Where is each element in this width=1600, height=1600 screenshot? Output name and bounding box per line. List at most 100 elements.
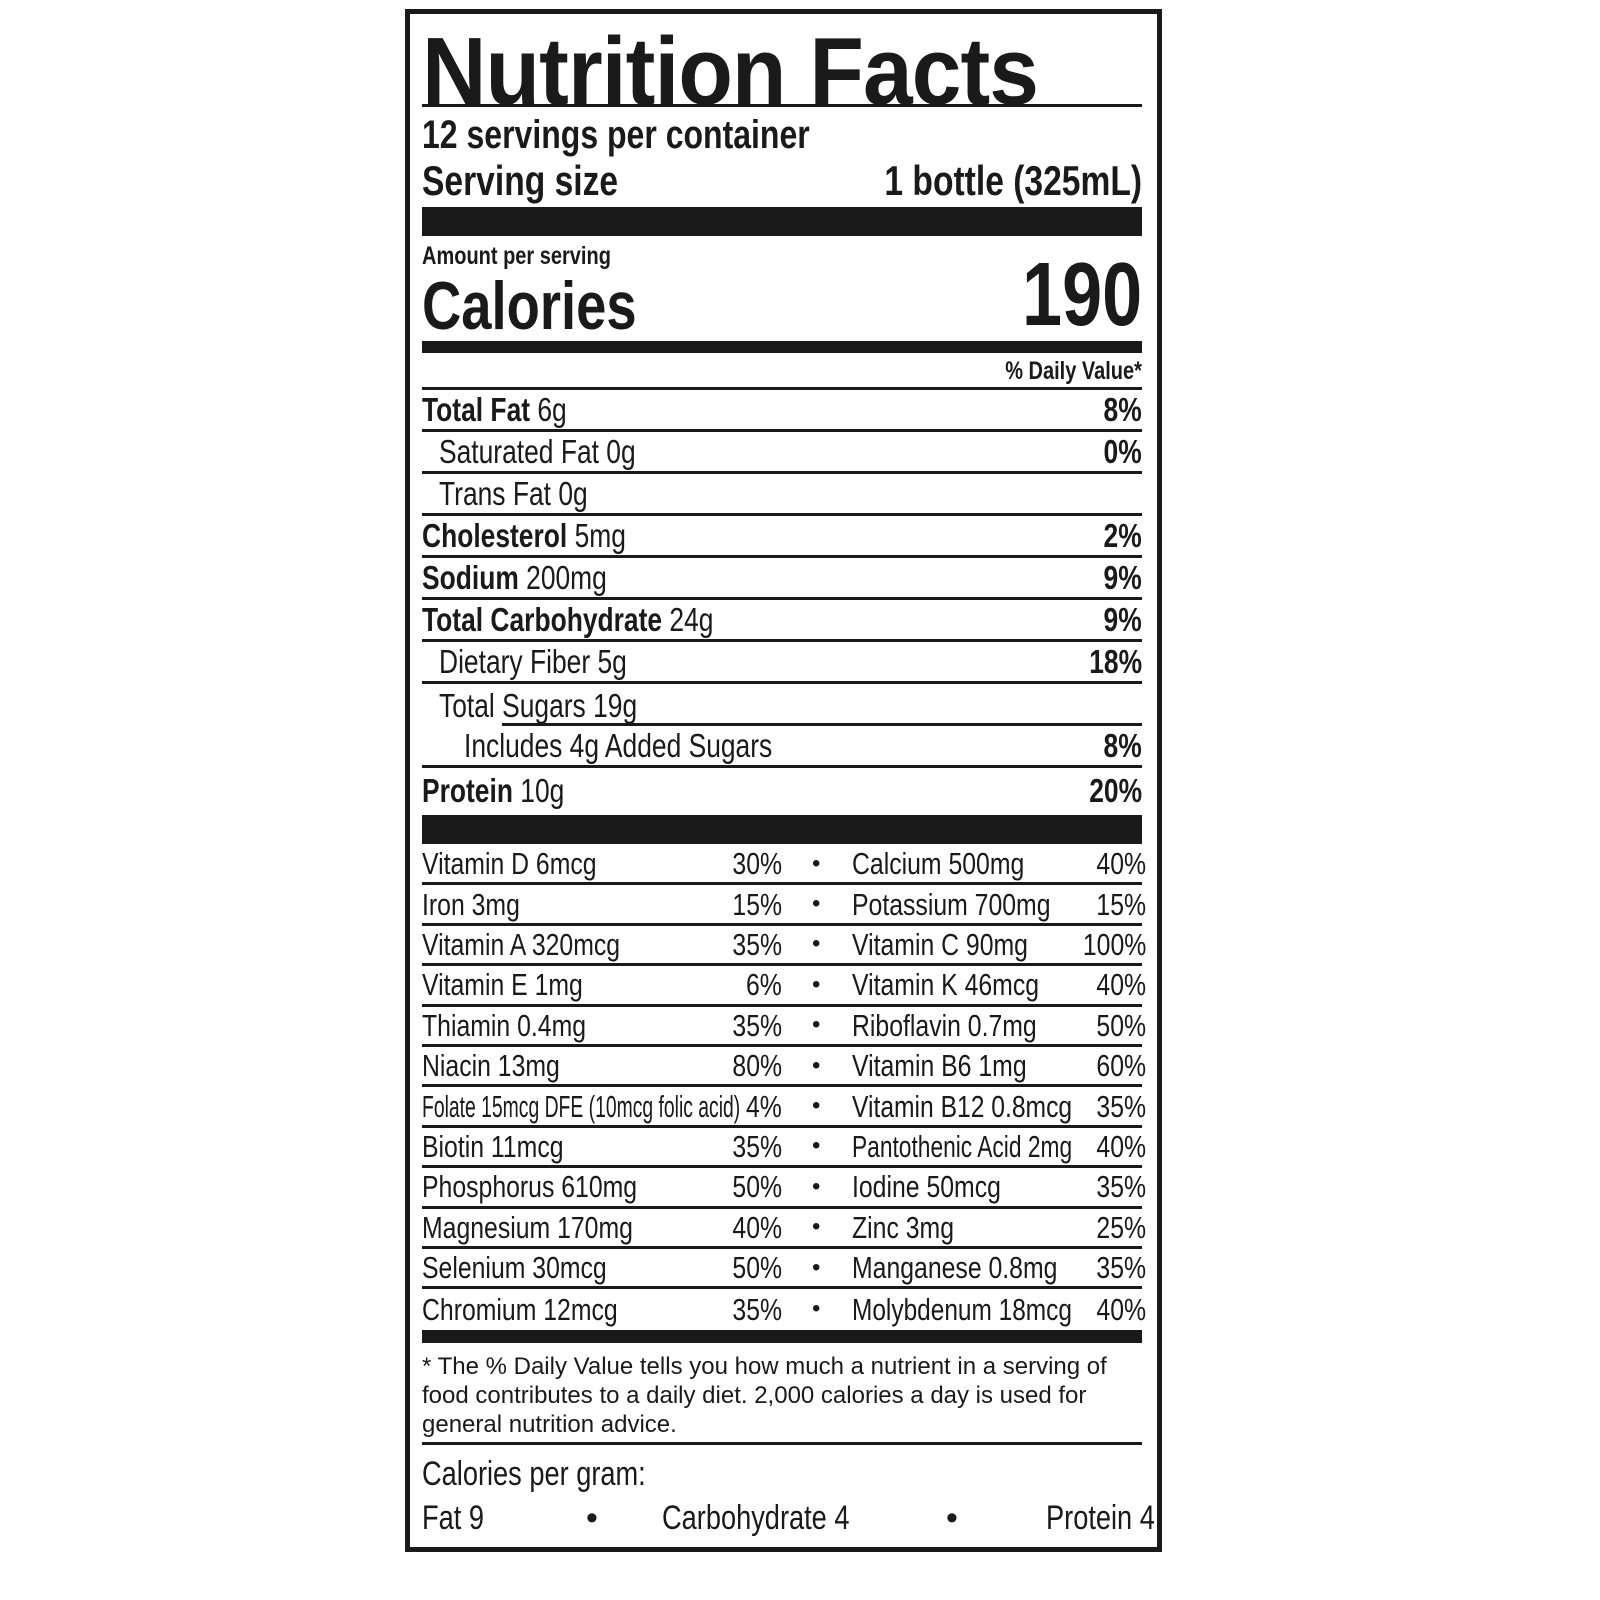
daily-value-header: % Daily Value* xyxy=(1005,356,1142,385)
vitamin-daily-value: 100% xyxy=(1082,926,1146,962)
nutrient-name: Trans Fat xyxy=(439,475,551,512)
vitamin-row: Vitamin D 6mcg 30% • Calcium 500mg 40% xyxy=(422,845,1146,886)
vitamin-name: Vitamin B6 1mg xyxy=(852,1048,1027,1084)
bullet: • xyxy=(812,849,821,877)
vitamin-name: Phosphorus 610mg xyxy=(422,1169,638,1205)
nutrient-daily-value: 9% xyxy=(1103,601,1142,638)
divider xyxy=(422,104,1142,107)
vitamin-mineral-list: Vitamin D 6mcg 30% • Calcium 500mg 40% Ir… xyxy=(422,845,1148,1330)
nutrient-row: Total Sugars 19g xyxy=(422,684,1142,726)
vitamin-name: Potassium 700mg xyxy=(852,886,1051,922)
bullet: • xyxy=(812,1253,821,1281)
bullet: • xyxy=(812,1051,821,1079)
nutrient-name: Dietary Fiber xyxy=(439,643,591,680)
nutrient-amount: 19g xyxy=(593,686,638,724)
nutrient-row: Sodium 200mg 9% xyxy=(422,558,1142,600)
bullet: • xyxy=(946,1499,958,1537)
bullet: • xyxy=(812,1172,821,1200)
vitamin-row: Magnesium 170mg 40% • Zinc 3mg 25% xyxy=(422,1209,1146,1249)
nutrient-name: Total Fat xyxy=(422,391,531,428)
vitamin-row: Selenium 30mcg 50% • Manganese 0.8mg 35% xyxy=(422,1249,1146,1290)
vitamin-name: Vitamin C 90mg xyxy=(852,926,1028,962)
calories-value: 190 xyxy=(1021,245,1142,345)
vitamin-daily-value: 40% xyxy=(1096,1128,1146,1164)
bullet: • xyxy=(812,1092,821,1120)
serving-size-value: 1 bottle (325mL) xyxy=(884,157,1142,204)
nutrient-name: Protein xyxy=(422,771,513,809)
vitamin-daily-value: 35% xyxy=(732,1128,782,1164)
vitamin-daily-value: 4% xyxy=(746,1088,782,1124)
medium-divider xyxy=(422,341,1142,353)
calories-per-gram-row: Fat 9 • Carbohydrate 4 • Protein 4 xyxy=(422,1498,1155,1538)
vitamin-name: Biotin 11mcg xyxy=(422,1128,564,1164)
bullet: • xyxy=(812,930,821,958)
vitamin-daily-value: 30% xyxy=(732,846,782,882)
nutrient-row: Total Fat 6g 8% xyxy=(422,390,1142,432)
vitamin-row: Thiamin 0.4mg 35% • Riboflavin 0.7mg 50% xyxy=(422,1007,1146,1047)
serving-size-label: Serving size xyxy=(422,157,619,204)
vitamin-daily-value: 15% xyxy=(1096,886,1146,922)
vitamin-name: Riboflavin 0.7mg xyxy=(852,1007,1037,1043)
nutrient-row: Cholesterol 5mg 2% xyxy=(422,516,1142,558)
divider xyxy=(422,1442,1142,1445)
vitamin-daily-value: 50% xyxy=(732,1169,782,1205)
nutrient-amount: 10g xyxy=(520,771,565,809)
vitamin-name: Magnesium 170mg xyxy=(422,1209,633,1245)
vitamin-row: Folate 15mcg DFE (10mcg folic acid) 4% •… xyxy=(422,1087,1146,1128)
vitamin-name: Iron 3mg xyxy=(422,886,520,922)
vitamin-row: Niacin 13mg 80% • Vitamin B6 1mg 60% xyxy=(422,1047,1146,1088)
vitamin-daily-value: 80% xyxy=(732,1048,782,1084)
nutrient-name: Cholesterol xyxy=(422,517,568,554)
nutrient-name: Includes 4g Added Sugars xyxy=(464,727,773,764)
nutrient-amount: 0g xyxy=(558,475,588,512)
vitamin-name: Vitamin B12 0.8mcg xyxy=(852,1088,1073,1124)
nutrient-daily-value: 0% xyxy=(1103,433,1142,470)
thick-divider xyxy=(422,815,1142,844)
vitamin-name: Thiamin 0.4mg xyxy=(422,1007,587,1043)
vitamin-name: Chromium 12mcg xyxy=(422,1291,618,1327)
nutrient-name: Sodium xyxy=(422,559,519,596)
nutrient-row: Trans Fat 0g xyxy=(422,474,1142,516)
vitamin-daily-value: 15% xyxy=(732,886,782,922)
vitamin-daily-value: 40% xyxy=(732,1209,782,1245)
vitamin-name: Vitamin D 6mcg xyxy=(422,846,597,882)
vitamin-daily-value: 40% xyxy=(1096,846,1146,882)
bullet: • xyxy=(812,1011,821,1039)
nutrient-amount: 6g xyxy=(537,391,567,428)
bullet: • xyxy=(812,890,821,918)
vitamin-name: Pantothenic Acid 2mg xyxy=(852,1128,1073,1164)
amount-per-serving: Amount per serving xyxy=(422,241,611,270)
vitamin-row: Chromium 12mcg 35% • Molybdenum 18mcg 40… xyxy=(422,1289,1146,1329)
vitamin-daily-value: 50% xyxy=(732,1250,782,1286)
vitamin-name: Iodine 50mcg xyxy=(852,1169,1001,1205)
nutrient-row: Saturated Fat 0g 0% xyxy=(422,432,1142,474)
nutrient-daily-value: 18% xyxy=(1089,643,1142,680)
vitamin-daily-value: 35% xyxy=(1096,1169,1146,1205)
vitamin-daily-value: 35% xyxy=(732,1007,782,1043)
nutrient-amount: 24g xyxy=(669,601,714,638)
nutrient-amount: 5g xyxy=(597,643,627,680)
medium-divider xyxy=(422,1330,1142,1343)
nutrient-row: Total Carbohydrate 24g 9% xyxy=(422,600,1142,642)
vitamin-daily-value: 40% xyxy=(1096,967,1146,1003)
protein-per-gram: Protein 4 xyxy=(1046,1499,1155,1537)
bullet: • xyxy=(812,1213,821,1241)
calories-per-gram-label: Calories per gram: xyxy=(422,1455,646,1493)
nutrient-daily-value: 8% xyxy=(1103,391,1142,428)
vitamin-name: Manganese 0.8mg xyxy=(852,1250,1058,1286)
nutrient-name: Saturated Fat xyxy=(439,433,599,470)
serving-size-row: Serving size 1 bottle (325mL) xyxy=(422,160,1142,202)
vitamin-daily-value: 60% xyxy=(1096,1048,1146,1084)
nutrient-row: Protein 10g 20% xyxy=(422,768,1142,812)
vitamin-daily-value: 35% xyxy=(1096,1088,1146,1124)
nutrition-facts-label: Nutrition Facts 12 servings per containe… xyxy=(405,9,1162,1552)
nutrient-daily-value: 8% xyxy=(1103,727,1142,764)
vitamin-name: Niacin 13mg xyxy=(422,1048,560,1084)
nutrient-amount: 0g xyxy=(606,433,636,470)
vitamin-name: Vitamin A 320mcg xyxy=(422,926,621,962)
nutrient-amount: 200mg xyxy=(526,559,607,596)
vitamin-daily-value: 35% xyxy=(1096,1250,1146,1286)
vitamin-daily-value: 40% xyxy=(1096,1291,1146,1327)
vitamin-name: Zinc 3mg xyxy=(852,1209,954,1245)
vitamin-name: Molybdenum 18mcg xyxy=(852,1291,1072,1327)
